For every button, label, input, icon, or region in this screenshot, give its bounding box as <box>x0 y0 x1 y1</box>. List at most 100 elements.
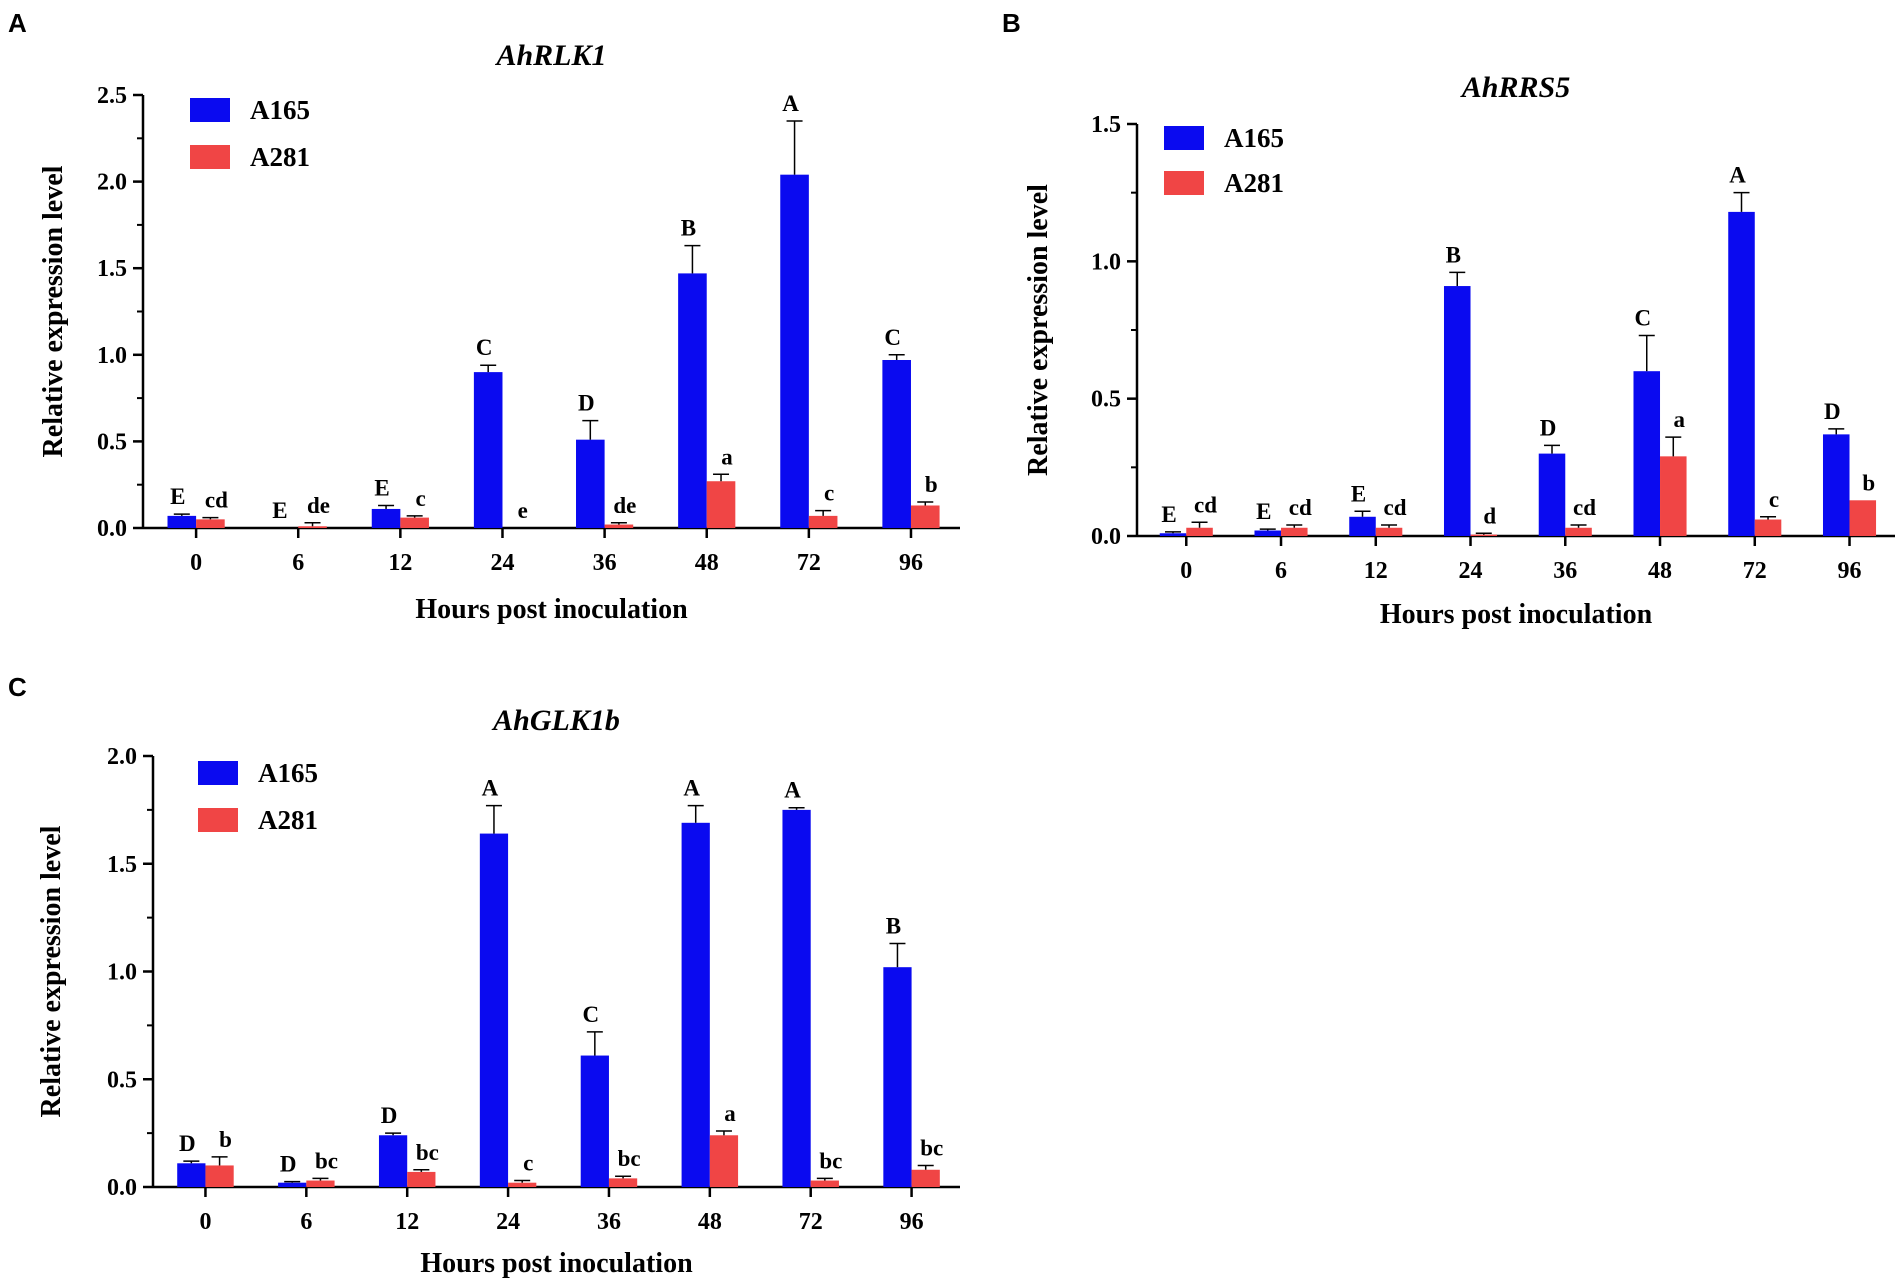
x-tick-label: 48 <box>1648 558 1672 584</box>
bar-a281 <box>306 1180 335 1187</box>
significance-label: bc <box>618 1146 641 1171</box>
x-axis-label: Hours post inoculation <box>1380 599 1653 630</box>
significance-label: A <box>1729 163 1746 188</box>
significance-label: C <box>583 1002 600 1027</box>
bar-a281 <box>608 1178 638 1187</box>
chart-panel-b: B AhRRS5 0.0 0.5 1.0 1.5 Relative expression l… <box>1002 8 1895 630</box>
x-tick-label: 24 <box>1459 558 1483 584</box>
significance-label: cd <box>1194 492 1217 517</box>
bar-a165 <box>782 809 811 1187</box>
x-tick-label: 6 <box>300 1209 312 1235</box>
significance-label: C <box>476 335 493 360</box>
y-axis-label: Relative expression level <box>1023 184 1054 476</box>
x-tick-label: 6 <box>1275 558 1287 584</box>
x-tick-label: 48 <box>695 550 719 576</box>
x-tick-label: 36 <box>593 550 617 576</box>
significance-label: A <box>782 91 799 116</box>
bar-a281 <box>911 1169 940 1187</box>
y-tick-label: 2.5 <box>97 83 127 109</box>
significance-label: C <box>1634 305 1651 330</box>
y-tick-label: 0.0 <box>1091 524 1121 550</box>
significance-label: C <box>884 325 901 350</box>
x-tick-label: 96 <box>1838 558 1862 584</box>
significance-label: A <box>482 776 499 801</box>
significance-label: D <box>1540 415 1557 440</box>
significance-label: cd <box>1384 495 1407 520</box>
x-tick-label: 72 <box>797 550 821 576</box>
bar-a165 <box>580 1055 609 1187</box>
significance-label: D <box>280 1152 297 1177</box>
bar-a281 <box>1186 527 1213 536</box>
significance-label: E <box>1256 499 1271 524</box>
significance-label: B <box>886 913 901 938</box>
bar-a165 <box>1349 516 1376 536</box>
panel-letter: A <box>8 8 27 38</box>
bar-a165 <box>167 515 197 528</box>
bar-a281 <box>508 1182 537 1187</box>
bar-a165 <box>883 967 912 1187</box>
bar-a165 <box>1538 453 1566 536</box>
chart-panel-c: C AhGLK1b 0.0 0.5 1.0 1.5 2.0 Relative expressi… <box>8 672 960 1279</box>
bar-a165 <box>278 1182 307 1187</box>
bar-a281 <box>205 1165 234 1187</box>
bar-a281 <box>1470 534 1498 536</box>
x-tick-label: 12 <box>395 1209 419 1235</box>
x-axis-label: Hours post inoculation <box>420 1248 693 1279</box>
y-tick-label: 1.0 <box>97 343 127 369</box>
x-tick-label: 0 <box>199 1209 211 1235</box>
bar-a281 <box>1849 500 1877 536</box>
significance-label: b <box>219 1127 232 1152</box>
legend-swatch-a281 <box>1164 171 1204 195</box>
legend-swatch-a165 <box>198 761 238 785</box>
bar-a281 <box>400 517 429 528</box>
y-tick-label: 0.5 <box>97 429 127 455</box>
bar-a165 <box>1633 371 1661 536</box>
bar-a281 <box>1754 519 1782 536</box>
significance-label: a <box>724 1101 736 1126</box>
significance-label: bc <box>920 1135 943 1160</box>
significance-label: E <box>1161 502 1176 527</box>
bar-a165 <box>1822 434 1850 536</box>
x-tick-label: 0 <box>1180 558 1192 584</box>
bar-a165 <box>177 1163 206 1187</box>
significance-label: de <box>307 493 330 518</box>
significance-label: cd <box>1573 495 1596 520</box>
significance-label: de <box>613 493 636 518</box>
bar-a165 <box>1728 211 1755 537</box>
legend-label-a281: A281 <box>250 142 310 172</box>
y-axis-label: Relative expression level <box>36 825 67 1117</box>
significance-label: D <box>381 1103 398 1128</box>
bar-a165 <box>378 1135 408 1187</box>
y-tick-label: 0.5 <box>107 1067 137 1093</box>
bar-a165 <box>479 833 509 1187</box>
bar-a281 <box>1281 527 1308 536</box>
significance-label: B <box>681 216 696 241</box>
significance-label: cd <box>1289 495 1312 520</box>
panel-letter: B <box>1002 8 1021 38</box>
panel-letter: C <box>8 672 27 702</box>
bar-a165 <box>678 273 707 528</box>
bar-a165 <box>1443 286 1471 536</box>
y-tick-label: 1.5 <box>1091 112 1121 138</box>
y-tick-label: 2.0 <box>97 170 127 196</box>
significance-label: b <box>925 472 938 497</box>
bar-a281 <box>1375 527 1403 536</box>
significance-label: D <box>179 1131 196 1156</box>
bar-a281 <box>298 526 327 528</box>
bar-a165 <box>1254 530 1282 536</box>
significance-label: c <box>824 481 834 506</box>
x-axis-label: Hours post inoculation <box>415 594 688 625</box>
bar-a165 <box>473 372 503 528</box>
x-tick-label: 24 <box>490 550 514 576</box>
bar-a281 <box>196 519 225 528</box>
bar-a281 <box>810 1180 839 1187</box>
significance-label: D <box>1824 399 1841 424</box>
significance-label: E <box>374 475 389 500</box>
bar-a281 <box>910 505 940 528</box>
x-tick-label: 96 <box>899 550 923 576</box>
x-tick-label: 96 <box>900 1209 924 1235</box>
x-tick-label: 24 <box>496 1209 520 1235</box>
bar-a281 <box>1565 527 1592 536</box>
significance-label: cd <box>205 488 228 513</box>
